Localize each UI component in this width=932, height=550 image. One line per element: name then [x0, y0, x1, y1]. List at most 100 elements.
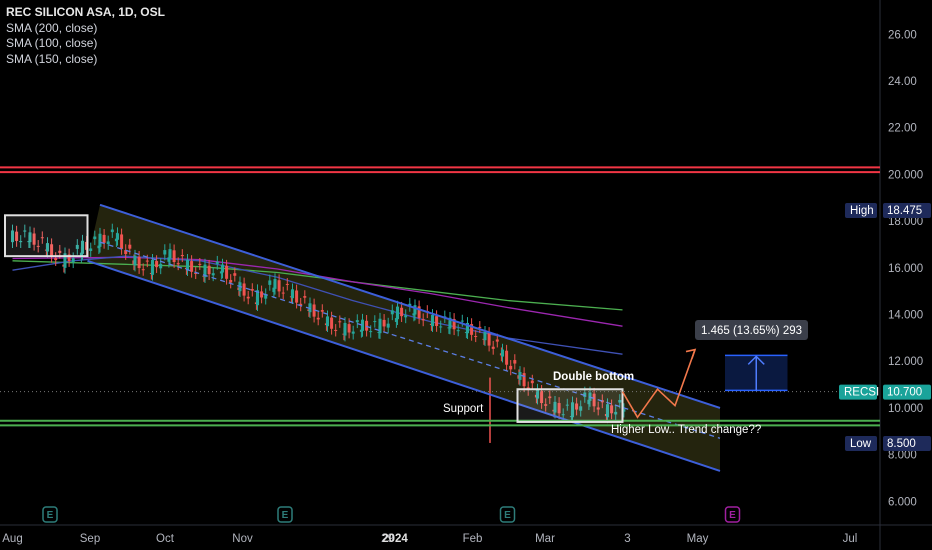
candle-body: [312, 304, 316, 317]
candle-body: [50, 244, 54, 257]
candle-body: [93, 236, 97, 240]
candle-body: [46, 243, 49, 252]
candle-body: [308, 303, 312, 313]
candle-body: [592, 393, 596, 407]
measure-arrow-head: [747, 355, 765, 365]
higher-low-label: Higher Low.. Trend change??: [611, 424, 761, 436]
pattern-box-0: [4, 214, 89, 258]
price-tag-value-2: 8.500: [887, 438, 916, 450]
candle-body: [544, 404, 548, 406]
candle-body: [19, 240, 23, 243]
candle-body: [186, 259, 189, 271]
symbol-title[interactable]: REC SILICON ASA, 1D, OSL: [6, 5, 165, 19]
candle-body: [561, 414, 565, 416]
candle-body: [390, 310, 394, 315]
candle-body: [58, 250, 62, 253]
y-tick-label: 12.000: [888, 356, 923, 368]
candle-body: [501, 349, 504, 357]
y-tick-label: 10.000: [888, 403, 923, 415]
candle-body: [67, 254, 71, 262]
x-tick-label: 29: [381, 533, 394, 545]
candle-body: [303, 296, 307, 298]
candle-body: [536, 389, 539, 399]
candle-body: [448, 317, 452, 329]
candle-body: [128, 244, 132, 249]
candle-body: [587, 399, 591, 405]
candle-body: [246, 296, 250, 299]
candle-body: [365, 320, 369, 331]
candle-body: [203, 264, 207, 278]
support-label: Support: [443, 403, 484, 415]
candle-body: [141, 269, 145, 271]
candle-body: [320, 310, 324, 312]
measure-label: 1.465 (13.65%) 293: [701, 325, 802, 337]
candle-body: [491, 346, 495, 349]
candle-body: [622, 409, 626, 412]
projection-path: [621, 349, 696, 419]
candle-body: [618, 399, 622, 403]
candle-body: [272, 287, 276, 293]
candle-body: [63, 253, 67, 268]
candle-body: [583, 392, 587, 397]
x-tick-label: Sep: [80, 533, 100, 545]
candle-body: [396, 306, 399, 320]
y-tick-label: 22.00: [888, 123, 917, 135]
chart-legend: REC SILICON ASA, 1D, OSL SMA (200, close…: [6, 5, 165, 67]
earnings-marker-icon: [42, 506, 58, 523]
candle-body: [330, 317, 334, 329]
candle-body: [98, 233, 102, 247]
candle-body: [120, 234, 124, 249]
candle-body: [15, 231, 19, 241]
sma-line-0: [12, 260, 623, 311]
indicator-sma-150[interactable]: SMA (150, close): [6, 51, 98, 66]
candle-body: [159, 263, 163, 269]
candle-body: [553, 401, 557, 413]
candle-body: [71, 258, 75, 263]
candle-body: [470, 324, 474, 335]
candle-body: [338, 321, 342, 323]
candle-body: [540, 390, 544, 404]
candle-body: [299, 303, 303, 306]
y-tick-label: 8.000: [888, 450, 917, 462]
candle-body: [483, 331, 487, 341]
candle-body: [260, 291, 264, 298]
candle-body: [106, 241, 110, 245]
candle-body: [273, 279, 277, 289]
y-tick-label: 18.000: [888, 216, 923, 228]
candle-body: [518, 371, 522, 380]
candle-body: [32, 233, 36, 245]
candle-body: [394, 318, 398, 322]
indicator-sma-200[interactable]: SMA (200, close): [6, 20, 98, 35]
x-tick-label: Mar: [535, 533, 555, 545]
channel-lower-line: [87, 259, 721, 472]
candle-body: [137, 256, 141, 269]
candle-body: [124, 250, 128, 255]
candle-body: [456, 330, 460, 332]
candle-body: [176, 263, 180, 265]
candle-body: [522, 373, 526, 387]
candle-body: [530, 380, 534, 384]
candle-body: [133, 255, 137, 266]
price-tag-label-1: RECSI: [844, 387, 879, 399]
candle-body: [97, 245, 101, 249]
candle-body: [281, 292, 285, 294]
sma-line-2: [12, 255, 623, 355]
candle-body: [548, 396, 552, 399]
candle-body: [351, 331, 355, 334]
earnings-marker-icon: [277, 506, 293, 523]
channel-mid-line: [99, 241, 721, 439]
measure-label-bg: [695, 320, 808, 340]
x-tick-label: Jul: [843, 533, 858, 545]
y-tick-label: 20.000: [888, 169, 923, 181]
indicator-sma-100[interactable]: SMA (100, close): [6, 36, 98, 50]
candle-body: [460, 320, 464, 322]
candle-body: [565, 404, 569, 406]
candle-body: [229, 279, 233, 283]
candle-body: [151, 259, 154, 275]
price-tag-value-bg-1: [883, 384, 931, 400]
price-tag-label-0: High: [850, 205, 874, 217]
candle-body: [369, 331, 373, 333]
candle-body: [79, 252, 83, 257]
